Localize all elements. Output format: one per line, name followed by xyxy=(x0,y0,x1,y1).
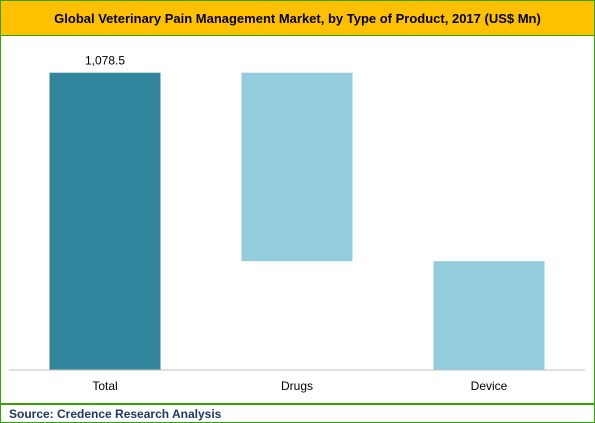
labels-layer: Total 1,078.5 Drugs Device xyxy=(85,54,508,393)
source-note: Source: Credence Research Analysis xyxy=(1,403,594,422)
x-tick-label-device: Device xyxy=(471,379,508,393)
bar-device xyxy=(433,261,545,370)
x-tick-label-total: Total xyxy=(92,379,117,393)
data-label-total: 1,078.5 xyxy=(85,54,125,68)
bars-layer xyxy=(49,72,545,370)
x-tick-label-drugs: Drugs xyxy=(281,379,313,393)
chart-plot: Total 1,078.5 Drugs Device xyxy=(9,54,585,393)
bar-total xyxy=(49,72,161,370)
bar-drugs xyxy=(241,72,353,262)
chart-title: Global Veterinary Pain Management Market… xyxy=(1,1,594,36)
